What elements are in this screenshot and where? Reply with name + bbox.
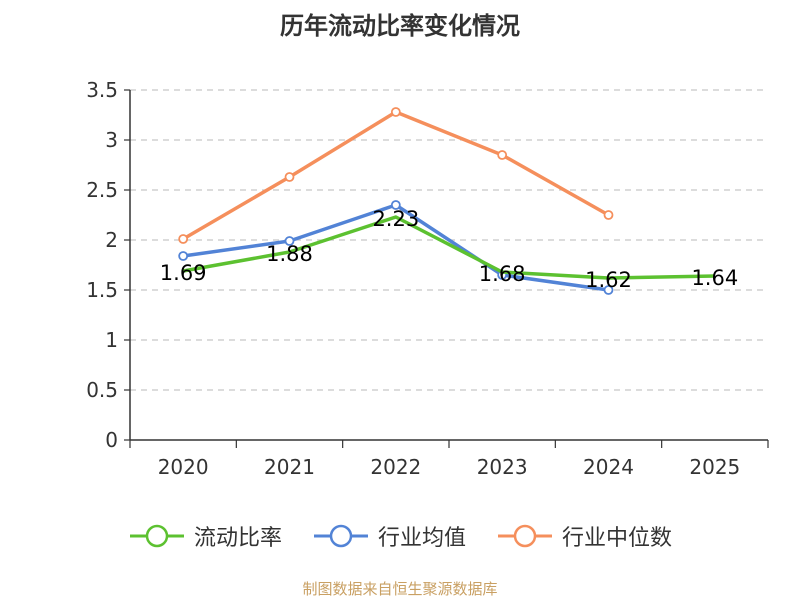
y-tick-label: 3 — [105, 128, 118, 152]
y-tick-label: 0.5 — [86, 378, 118, 402]
data-label: 2.23 — [372, 207, 419, 231]
x-tick-label: 2022 — [370, 455, 421, 479]
series-point-2 — [497, 150, 508, 160]
chart-title: 历年流动比率变化情况 — [280, 12, 520, 40]
legend-marker — [513, 524, 537, 548]
data-label: 1.68 — [479, 262, 526, 286]
y-tick-label: 2.5 — [86, 178, 118, 202]
legend-item[interactable]: 行业中位数 — [496, 520, 672, 552]
x-tick-label: 2020 — [158, 455, 209, 479]
data-labels: 1.69 1.88 2.23 1.68 1.62 1.64 — [160, 207, 738, 292]
series-line-0 — [182, 215, 715, 280]
legend-swatch — [313, 524, 368, 548]
series-point-2 — [178, 234, 189, 244]
legend-swatch — [498, 524, 552, 548]
axes: 0 0.5 1 1.5 2 2.5 3 3.5 2020 2021 2022 2023 2024 2025 — [86, 78, 769, 479]
y-tick-label: 2 — [105, 228, 118, 252]
data-label: 1.69 — [160, 261, 207, 285]
legend-label: 行业均值 — [377, 526, 466, 551]
series-point-2 — [390, 107, 401, 117]
legend-marker — [145, 524, 169, 548]
legend-marker — [329, 524, 353, 548]
y-tick-label: 1.5 — [86, 278, 118, 302]
data-label: 1.88 — [266, 242, 313, 266]
legend-item[interactable]: 行业均值 — [312, 520, 466, 552]
series-point-1 — [390, 200, 401, 210]
y-tick-label: 1 — [105, 328, 118, 352]
series-point-1 — [284, 236, 295, 246]
x-tick-label: 2025 — [689, 455, 740, 479]
legend-label: 行业中位数 — [562, 526, 673, 551]
series-point-1 — [178, 251, 189, 261]
legend-item[interactable]: 流动比率 — [128, 520, 282, 552]
data-label: 1.64 — [691, 266, 738, 290]
series-lines — [178, 107, 715, 295]
x-tick-label: 2021 — [264, 455, 315, 479]
x-tick-label: 2023 — [477, 455, 528, 479]
y-tick-label: 0 — [105, 428, 118, 452]
legend-swatch — [129, 524, 184, 548]
x-tick-label: 2024 — [583, 455, 634, 479]
legend: 流动比率 行业均值 行业中位数 — [0, 518, 800, 554]
y-tick-label: 3.5 — [86, 78, 118, 102]
series-point-2 — [284, 172, 295, 182]
legend-label: 流动比率 — [193, 526, 282, 551]
data-label: 1.62 — [585, 268, 632, 292]
series-point-2 — [603, 210, 614, 220]
series-point-1 — [603, 285, 614, 295]
source-note: 制图数据来自恒生聚源数据库 — [302, 580, 498, 598]
